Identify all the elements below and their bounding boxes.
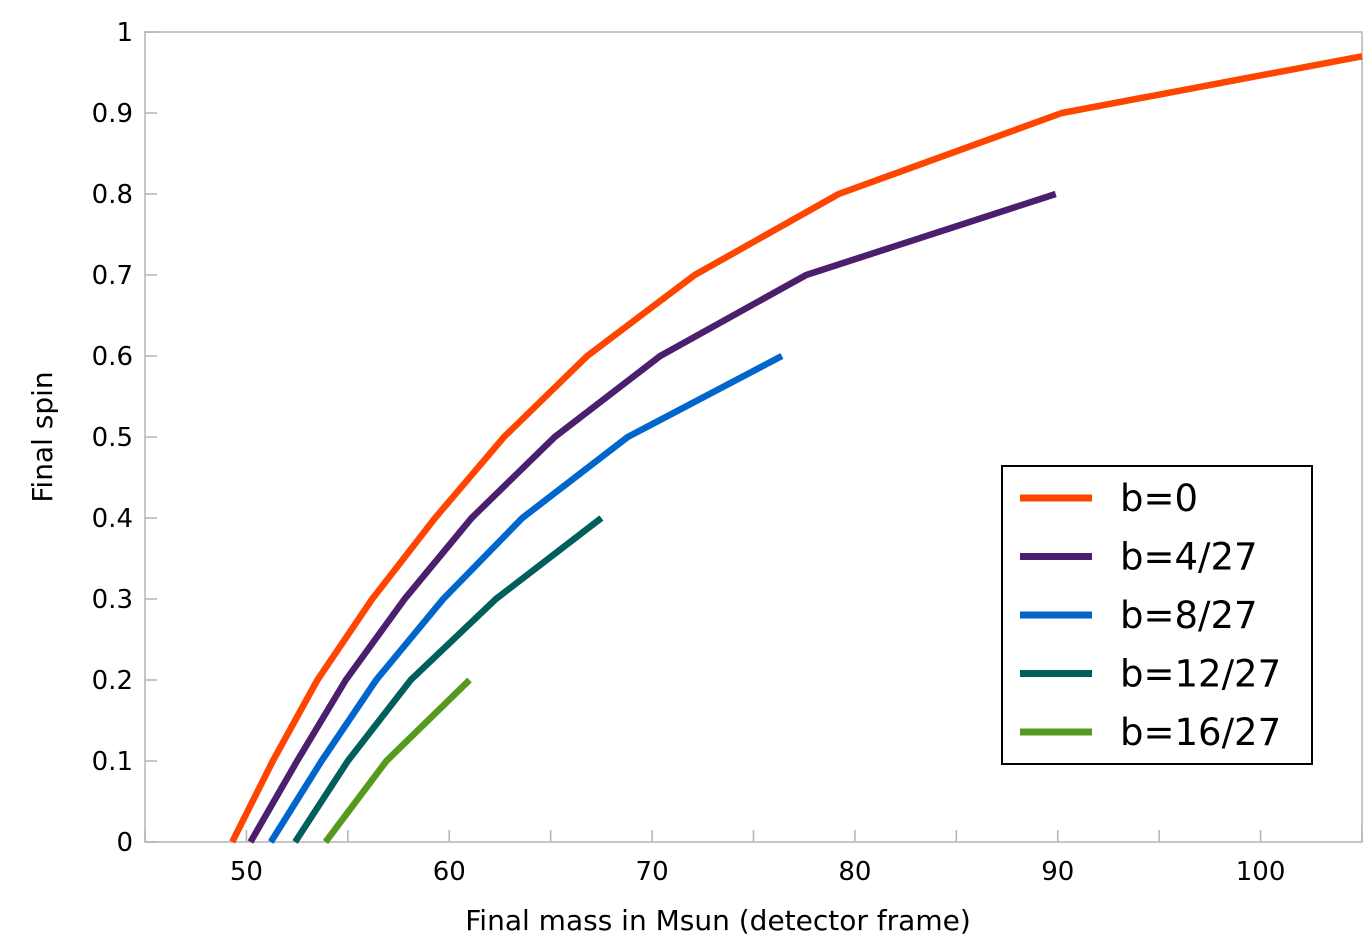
y-axis-title: Final spin [26, 371, 59, 502]
series-line-1 [247, 190, 1057, 844]
legend: b=0 b=4/27 b=8/27 b=12/27 b=16/27 [1001, 465, 1313, 765]
series-layer [229, 53, 1363, 844]
x-axis: 50 60 70 80 90 100 [144, 830, 1363, 887]
series-line-3 [292, 515, 604, 844]
legend-label: b=12/27 [1120, 653, 1281, 696]
y-tick-label: 0.7 [92, 261, 133, 291]
x-tick-label: 50 [230, 857, 263, 887]
series-line-2 [268, 353, 784, 844]
series-line-4 [322, 677, 472, 844]
y-tick-label: 0.3 [92, 585, 133, 615]
x-tick-label: 70 [636, 857, 669, 887]
y-tick-label: 0.4 [92, 504, 133, 534]
x-axis-title: Final mass in Msun (detector frame) [465, 904, 971, 937]
y-tick-label: 0.9 [92, 99, 133, 129]
plot-area: 50 60 70 80 90 100 00.10.20.30.40.50.60.70.80… [92, 18, 1363, 887]
legend-label: b=8/27 [1120, 594, 1258, 637]
x-tick-label: 60 [433, 857, 466, 887]
x-tick-label: 90 [1041, 857, 1074, 887]
y-tick-label: 0.1 [92, 747, 133, 777]
series-line-0 [229, 53, 1363, 844]
y-tick-label: 0.6 [92, 342, 133, 372]
legend-label: b=16/27 [1120, 711, 1281, 754]
y-tick-label: 0.8 [92, 180, 133, 210]
legend-label: b=4/27 [1120, 536, 1258, 579]
legend-label: b=0 [1120, 477, 1198, 520]
x-tick-label: 80 [838, 857, 871, 887]
y-tick-label: 1 [116, 18, 133, 48]
y-tick-label: 0.5 [92, 423, 133, 453]
legend-items: b=0 b=4/27 b=8/27 b=12/27 b=16/27 [1020, 477, 1281, 754]
y-axis: 0 0.1 0.2 0.3 0.4 0.5 0.6 0.7 0.8 0.9 1 [92, 18, 157, 858]
y-tick-label: 0 [116, 828, 133, 858]
y-tick-label: 0.2 [92, 666, 133, 696]
x-tick-label: 100 [1236, 857, 1286, 887]
